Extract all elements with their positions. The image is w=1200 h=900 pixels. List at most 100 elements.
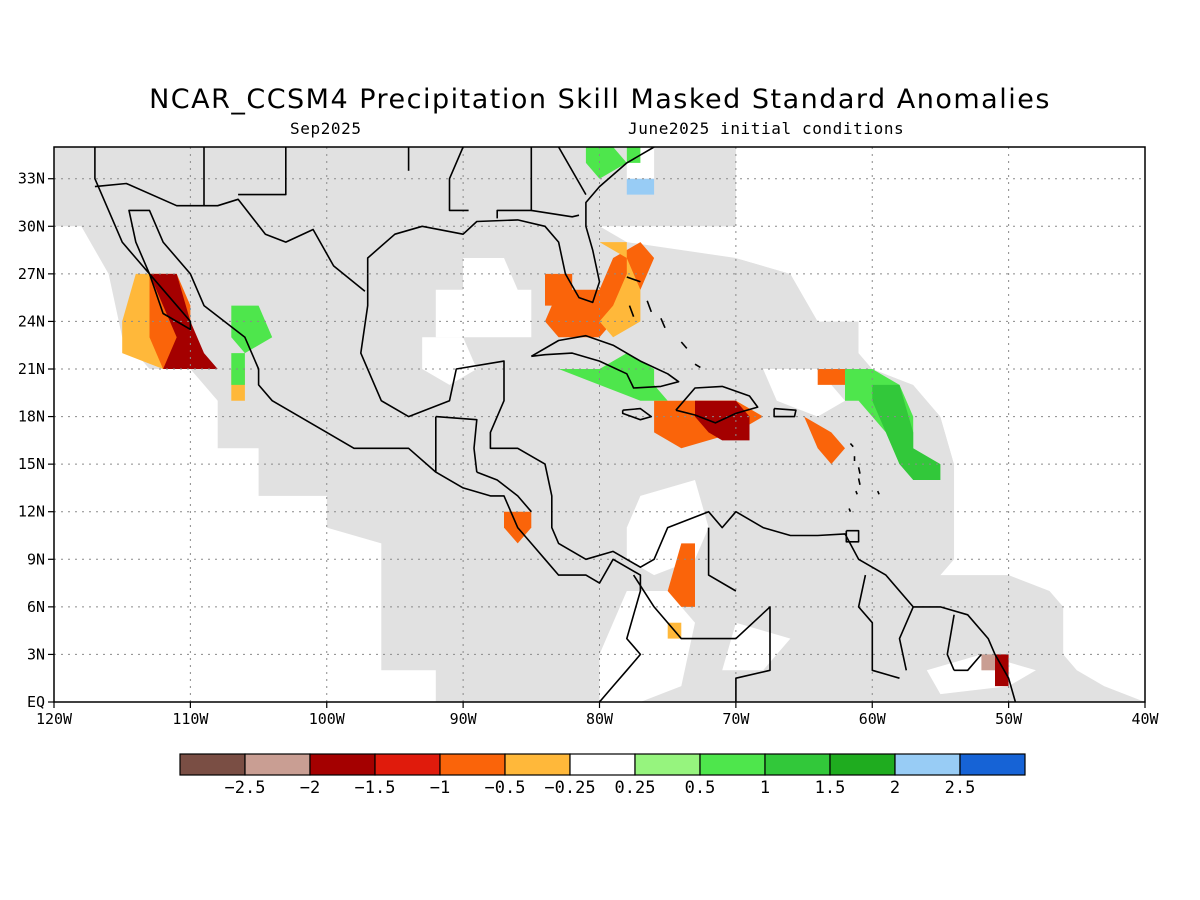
coastline [857, 478, 861, 485]
anomaly-cell [626, 147, 641, 163]
colorbar-swatch [764, 753, 831, 776]
colorbar-swatch [504, 753, 571, 776]
coastline [845, 529, 860, 543]
chart-title: NCAR_CCSM4 Precipitation Skill Masked St… [149, 84, 1051, 115]
coastline [646, 300, 653, 313]
colorbar-label: −2 [300, 778, 320, 798]
colorbar-swatch [569, 753, 636, 776]
colorbar-label: −0.5 [485, 778, 526, 798]
coastline [476, 471, 532, 513]
colorbar-label: 0.5 [685, 778, 716, 798]
colorbar-label: 2 [890, 778, 900, 798]
coastline [531, 209, 580, 218]
coastline [946, 614, 955, 671]
anomaly-cell [231, 305, 273, 354]
colorbar-swatch [959, 753, 1026, 776]
initial-conditions: June2025 initial conditions [628, 119, 905, 138]
colorbar-swatch [179, 753, 246, 776]
coastline [680, 341, 688, 349]
lat-tick-label: 6N [27, 598, 45, 616]
colorbar-label: −2.5 [225, 778, 266, 798]
colorbar-label: 1.5 [815, 778, 846, 798]
colorbar-label: −1.5 [355, 778, 396, 798]
lat-tick-label: 30N [18, 217, 45, 235]
colorbar-swatch [309, 753, 376, 776]
coastline [435, 415, 478, 473]
coastline [94, 182, 366, 292]
unmasked-region [463, 258, 518, 322]
coastline [855, 490, 858, 495]
coastline [694, 363, 701, 369]
lon-tick-label: 40W [1131, 710, 1159, 728]
lat-tick-label: 12N [18, 503, 45, 521]
coastline [857, 574, 900, 679]
coastline [530, 334, 680, 389]
colorbar-label: −1 [430, 778, 450, 798]
coastline [632, 574, 771, 702]
forecast-month: Sep2025 [290, 119, 362, 138]
colorbar-swatch [374, 753, 441, 776]
lat-tick-label: 24N [18, 312, 45, 330]
map-axes: 120W 110W 100W 90W 80W 70W 60W 50W 40W EQ 3N 6N 9N 12… [18, 170, 1160, 728]
colorbar: −2.5 −2 −1.5 −1 −0.5 −0.25 0.25 0.5 1 1.5 2 2.5 [179, 753, 1026, 798]
unmasked-region [735, 147, 1145, 560]
skill-mask [54, 147, 1145, 702]
anomaly-cell [667, 543, 695, 607]
colorbar-swatch [894, 753, 961, 776]
unmasked-region [926, 654, 1036, 695]
coastline [848, 508, 852, 513]
colorbar-swatch [244, 753, 311, 776]
coastline [898, 606, 914, 671]
anomaly-cell [149, 273, 218, 369]
lat-tick-label: 18N [18, 408, 45, 426]
colorbar-swatch [634, 753, 701, 776]
coastline [707, 527, 737, 592]
colorbar-swatch [699, 753, 766, 776]
lat-tick-label: EQ [27, 693, 45, 711]
coastline [557, 147, 587, 195]
anomaly-shading [122, 147, 1009, 687]
coastline [94, 147, 642, 702]
lat-tick-label: 27N [18, 265, 45, 283]
coastline [621, 407, 653, 421]
colorbar-label: 1 [760, 778, 770, 798]
lon-tick-label: 60W [859, 710, 887, 728]
colorbar-swatch [439, 753, 506, 776]
coastline [238, 147, 287, 196]
anomaly-cell [231, 353, 245, 385]
lat-tick-label: 21N [18, 360, 45, 378]
lon-tick-label: 50W [995, 710, 1023, 728]
lon-tick-label: 100W [309, 710, 346, 728]
coastlines [94, 147, 1017, 702]
coastline [857, 467, 861, 474]
anomaly-cell [804, 416, 845, 465]
lat-tick-label: 33N [18, 170, 45, 188]
anomaly-cell [599, 242, 641, 338]
colorbar-label: 2.5 [945, 778, 976, 798]
anomaly-cell [872, 384, 941, 480]
lat-tick-label: 9N [27, 550, 45, 568]
coastline [448, 147, 469, 212]
coastline [849, 442, 854, 448]
colorbar-label: −0.25 [544, 778, 595, 798]
coastline [675, 385, 759, 424]
mask-region [54, 147, 1145, 702]
lon-tick-label: 80W [586, 710, 614, 728]
colorbar-label: 0.25 [615, 778, 656, 798]
colorbar-swatch [829, 753, 896, 776]
coastline [773, 407, 797, 418]
coastline [366, 147, 655, 304]
anomaly-cell [981, 654, 995, 671]
anomaly-cell [626, 178, 655, 195]
coastline [954, 653, 983, 672]
lon-tick-label: 70W [722, 710, 750, 728]
coastline [496, 147, 533, 219]
coastline [626, 276, 641, 283]
lon-tick-label: 90W [450, 710, 478, 728]
lon-tick-label: 120W [36, 710, 73, 728]
lat-tick-label: 15N [18, 455, 45, 473]
coastline [628, 305, 635, 317]
lon-tick-label: 110W [172, 710, 209, 728]
coastline [660, 317, 666, 329]
